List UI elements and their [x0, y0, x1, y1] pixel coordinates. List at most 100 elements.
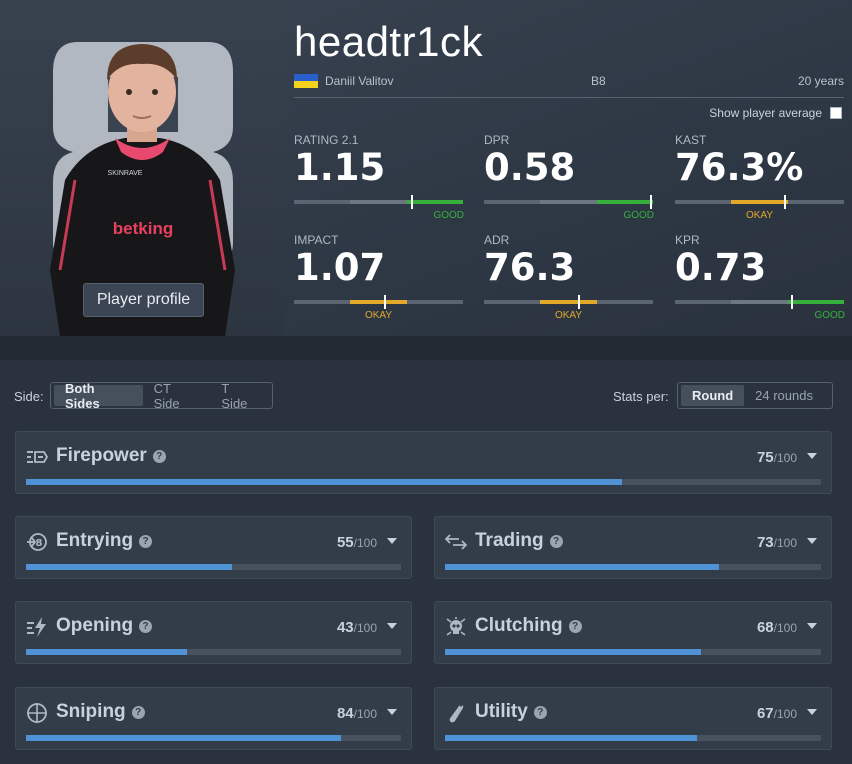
stat-adr: ADR 76.3 OKAY [484, 233, 654, 323]
stat-verdict: GOOD [814, 310, 845, 321]
chevron-down-icon[interactable] [807, 709, 817, 715]
category-name: Entrying [56, 530, 134, 551]
show-player-average-label: Show player average [709, 106, 822, 120]
stat-impact: IMPACT 1.07 OKAY [294, 233, 464, 323]
category-card-firepower[interactable]: Firepower? 75/100 [15, 431, 832, 494]
crosshair-icon [26, 702, 48, 724]
gauge-zone [540, 300, 597, 304]
category-card-entrying[interactable]: 8 Entrying? 55/100 [15, 516, 412, 579]
category-score-value: 73 [756, 534, 774, 551]
gauge-marker [577, 295, 580, 309]
stat-label: RATING 2.1 [294, 133, 359, 147]
category-progress-fill [445, 564, 720, 570]
stats-per-label: Stats per: [613, 389, 669, 404]
firepower-icon [26, 446, 49, 468]
category-progress-fill [26, 564, 233, 570]
opening-icon [26, 616, 48, 638]
stats-per-filter: Round 24 rounds [677, 382, 833, 409]
stats-per-round[interactable]: Round [681, 385, 745, 406]
category-score-max: /100 [773, 707, 797, 721]
category-card-opening[interactable]: Opening? 43/100 [15, 601, 412, 664]
help-icon[interactable]: ? [139, 620, 153, 633]
help-icon[interactable]: ? [139, 535, 153, 548]
chevron-down-icon[interactable] [807, 538, 817, 544]
help-icon[interactable]: ? [549, 535, 563, 548]
stats-per-24-rounds[interactable]: 24 rounds [755, 388, 813, 403]
category-card-clutching[interactable]: Clutching? 68/100 [434, 601, 832, 664]
gauge-zone [787, 300, 844, 304]
chevron-down-icon[interactable] [387, 623, 397, 629]
show-player-average-checkbox[interactable] [830, 107, 842, 119]
chevron-down-icon[interactable] [807, 453, 817, 459]
category-score-max: /100 [353, 707, 377, 721]
divider [294, 97, 844, 98]
stat-gauge [675, 195, 844, 209]
category-card-sniping[interactable]: Sniping? 84/100 [15, 687, 412, 750]
category-title: Utility? [475, 701, 547, 723]
player-real-name: Daniil Valitov [325, 74, 394, 88]
svg-text:SKINRAVE: SKINRAVE [108, 170, 143, 177]
help-icon[interactable]: ? [152, 450, 166, 463]
category-score-max: /100 [773, 621, 797, 635]
chevron-down-icon[interactable] [807, 623, 817, 629]
stat-label: DPR [484, 133, 510, 147]
chevron-down-icon[interactable] [387, 709, 397, 715]
help-icon[interactable]: ? [533, 706, 547, 719]
category-score-max: /100 [353, 536, 377, 550]
category-score-max: /100 [773, 536, 797, 550]
category-title: Clutching? [475, 615, 582, 637]
gauge-marker [384, 295, 387, 309]
category-progress-fill [26, 649, 188, 655]
category-score: 67/100 [757, 705, 797, 722]
grenade-icon [445, 702, 467, 724]
category-title: Firepower? [56, 445, 166, 467]
category-title: Sniping? [56, 701, 145, 723]
category-title: Entrying? [56, 530, 153, 552]
category-card-trading[interactable]: Trading? 73/100 [434, 516, 832, 579]
player-team[interactable]: B8 [591, 74, 606, 88]
player-subinfo: Daniil Valitov B8 20 years [294, 72, 844, 92]
svg-text:betking: betking [113, 219, 173, 238]
skull-icon [445, 616, 467, 638]
category-progress-bar [445, 564, 821, 570]
help-icon[interactable]: ? [131, 706, 145, 719]
category-score: 73/100 [757, 534, 797, 551]
stat-verdict: OKAY [364, 310, 393, 321]
category-score-value: 55 [336, 534, 354, 551]
stat-value: 0.58 [484, 146, 576, 189]
side-option-both[interactable]: Both Sides [54, 381, 143, 411]
svg-text:8: 8 [36, 538, 43, 549]
category-title: Trading? [475, 530, 563, 552]
category-progress-fill [445, 735, 697, 741]
stat-gauge [675, 295, 844, 309]
category-name: Clutching [475, 615, 563, 636]
category-score: 43/100 [337, 619, 377, 636]
category-score: 75/100 [757, 449, 797, 466]
gauge-marker [650, 195, 653, 209]
category-card-utility[interactable]: Utility? 67/100 [434, 687, 832, 750]
gauge-marker [783, 195, 786, 209]
category-progress-fill [445, 649, 701, 655]
category-score: 84/100 [337, 705, 377, 722]
stat-verdict: GOOD [623, 210, 654, 221]
help-icon[interactable]: ? [568, 620, 582, 633]
stat-gauge [294, 295, 463, 309]
stat-gauge [294, 195, 463, 209]
gauge-zone [350, 300, 407, 304]
stat-kast: KAST 76.3% OKAY [675, 133, 845, 223]
chevron-down-icon[interactable] [387, 538, 397, 544]
show-player-average[interactable]: Show player average [709, 106, 842, 120]
stat-value: 76.3% [675, 146, 804, 189]
side-option-ct[interactable]: CT Side [153, 380, 180, 411]
side-option-t[interactable]: T Side [221, 380, 248, 411]
gauge-zone [596, 200, 653, 204]
player-profile-button[interactable]: Player profile [83, 283, 204, 317]
category-score: 55/100 [337, 534, 377, 551]
category-progress-bar [26, 479, 821, 485]
category-name: Firepower [56, 445, 147, 466]
gauge-segment-mid [540, 200, 597, 204]
player-hero: betking SKINRAVE Player profile headtr1c… [0, 0, 852, 336]
category-name: Sniping [56, 701, 126, 722]
stat-label: KAST [675, 133, 707, 147]
category-score-value: 75 [756, 449, 774, 466]
